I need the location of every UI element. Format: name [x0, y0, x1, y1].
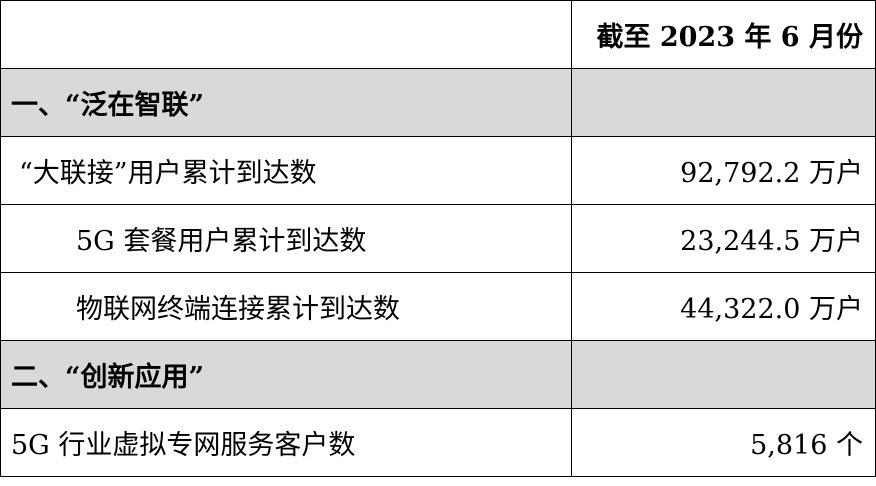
table-row: “大联接”用户累计到达数 92,792.2 万户: [0, 136, 876, 205]
section-row-ubiquitous-connectivity: 一、“泛在智联”: [0, 68, 876, 137]
row-label: 5G 行业虚拟专网服务客户数: [0, 408, 572, 477]
row-label: “大联接”用户累计到达数: [0, 136, 572, 205]
section-value: [571, 68, 876, 137]
header-period-cell: 截至 2023 年 6 月份: [571, 0, 876, 69]
table-row: 物联网终端连接累计到达数 44,322.0 万户: [0, 272, 876, 341]
row-value: 23,244.5 万户: [571, 204, 876, 273]
section-row-innovative-applications: 二、“创新应用”: [0, 340, 876, 409]
header-row: 截至 2023 年 6 月份: [0, 0, 876, 69]
table-row: 5G 套餐用户累计到达数 23,244.5 万户: [0, 204, 876, 273]
section-value: [571, 340, 876, 409]
row-label: 物联网终端连接累计到达数: [0, 272, 572, 341]
header-label-cell: [0, 0, 572, 69]
row-label: 5G 套餐用户累计到达数: [0, 204, 572, 273]
row-value: 44,322.0 万户: [571, 272, 876, 341]
section-label: 二、“创新应用”: [0, 340, 572, 409]
section-label: 一、“泛在智联”: [0, 68, 572, 137]
row-value: 5,816 个: [571, 408, 876, 477]
table-row: 5G 行业虚拟专网服务客户数 5,816 个: [0, 408, 876, 477]
row-value: 92,792.2 万户: [571, 136, 876, 205]
